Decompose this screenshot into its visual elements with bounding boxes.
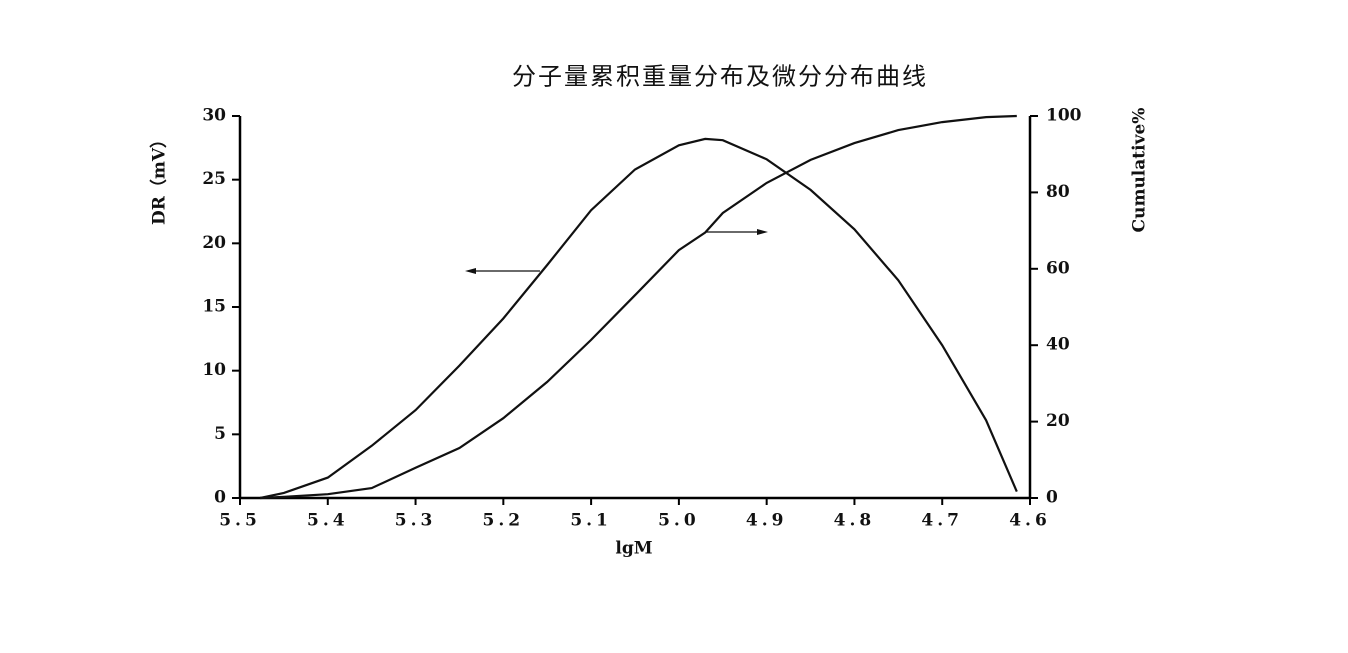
x-tick-label: 5.5 [219,511,261,531]
y2-tick-label: 80 [1046,182,1070,202]
y-tick-label: 10 [202,360,226,380]
y-tick-label: 15 [202,297,226,317]
x-tick-label: 5.4 [307,511,349,531]
x-tick-label: 4.9 [746,511,788,531]
y2-tick-label: 40 [1046,335,1070,355]
y-tick-label: 30 [202,106,226,126]
y-tick-label: 5 [214,424,226,444]
x-tick-label: 4.8 [834,511,876,531]
y2-tick-label: 20 [1046,411,1070,431]
x-tick-label: 5.1 [570,511,612,531]
y2-tick-label: 100 [1046,106,1082,126]
x-tick-label: 5.3 [395,511,437,531]
y-axis-label: DR（mV） [149,131,170,225]
y2-axis-label: Cumulative% [1130,108,1150,233]
annotation-arrows [465,229,768,274]
x-tick-label: 4.6 [1009,511,1051,531]
x-tick-label: 5.0 [658,511,700,531]
y-tick-label: 20 [202,233,226,253]
data-line [259,137,1018,500]
y-tick-label: 0 [214,488,226,508]
y2-tick-label: 60 [1046,258,1070,278]
chart-title: 分子量累积重量分布及微分分布曲线 [512,63,928,91]
data-line [260,114,1017,500]
x-axis-label: lgM [615,539,652,559]
y-tick-label: 25 [202,169,226,189]
x-tick-label: 4.7 [921,511,963,531]
y2-tick-label: 0 [1046,488,1058,508]
x-tick-label: 5.2 [483,511,525,531]
